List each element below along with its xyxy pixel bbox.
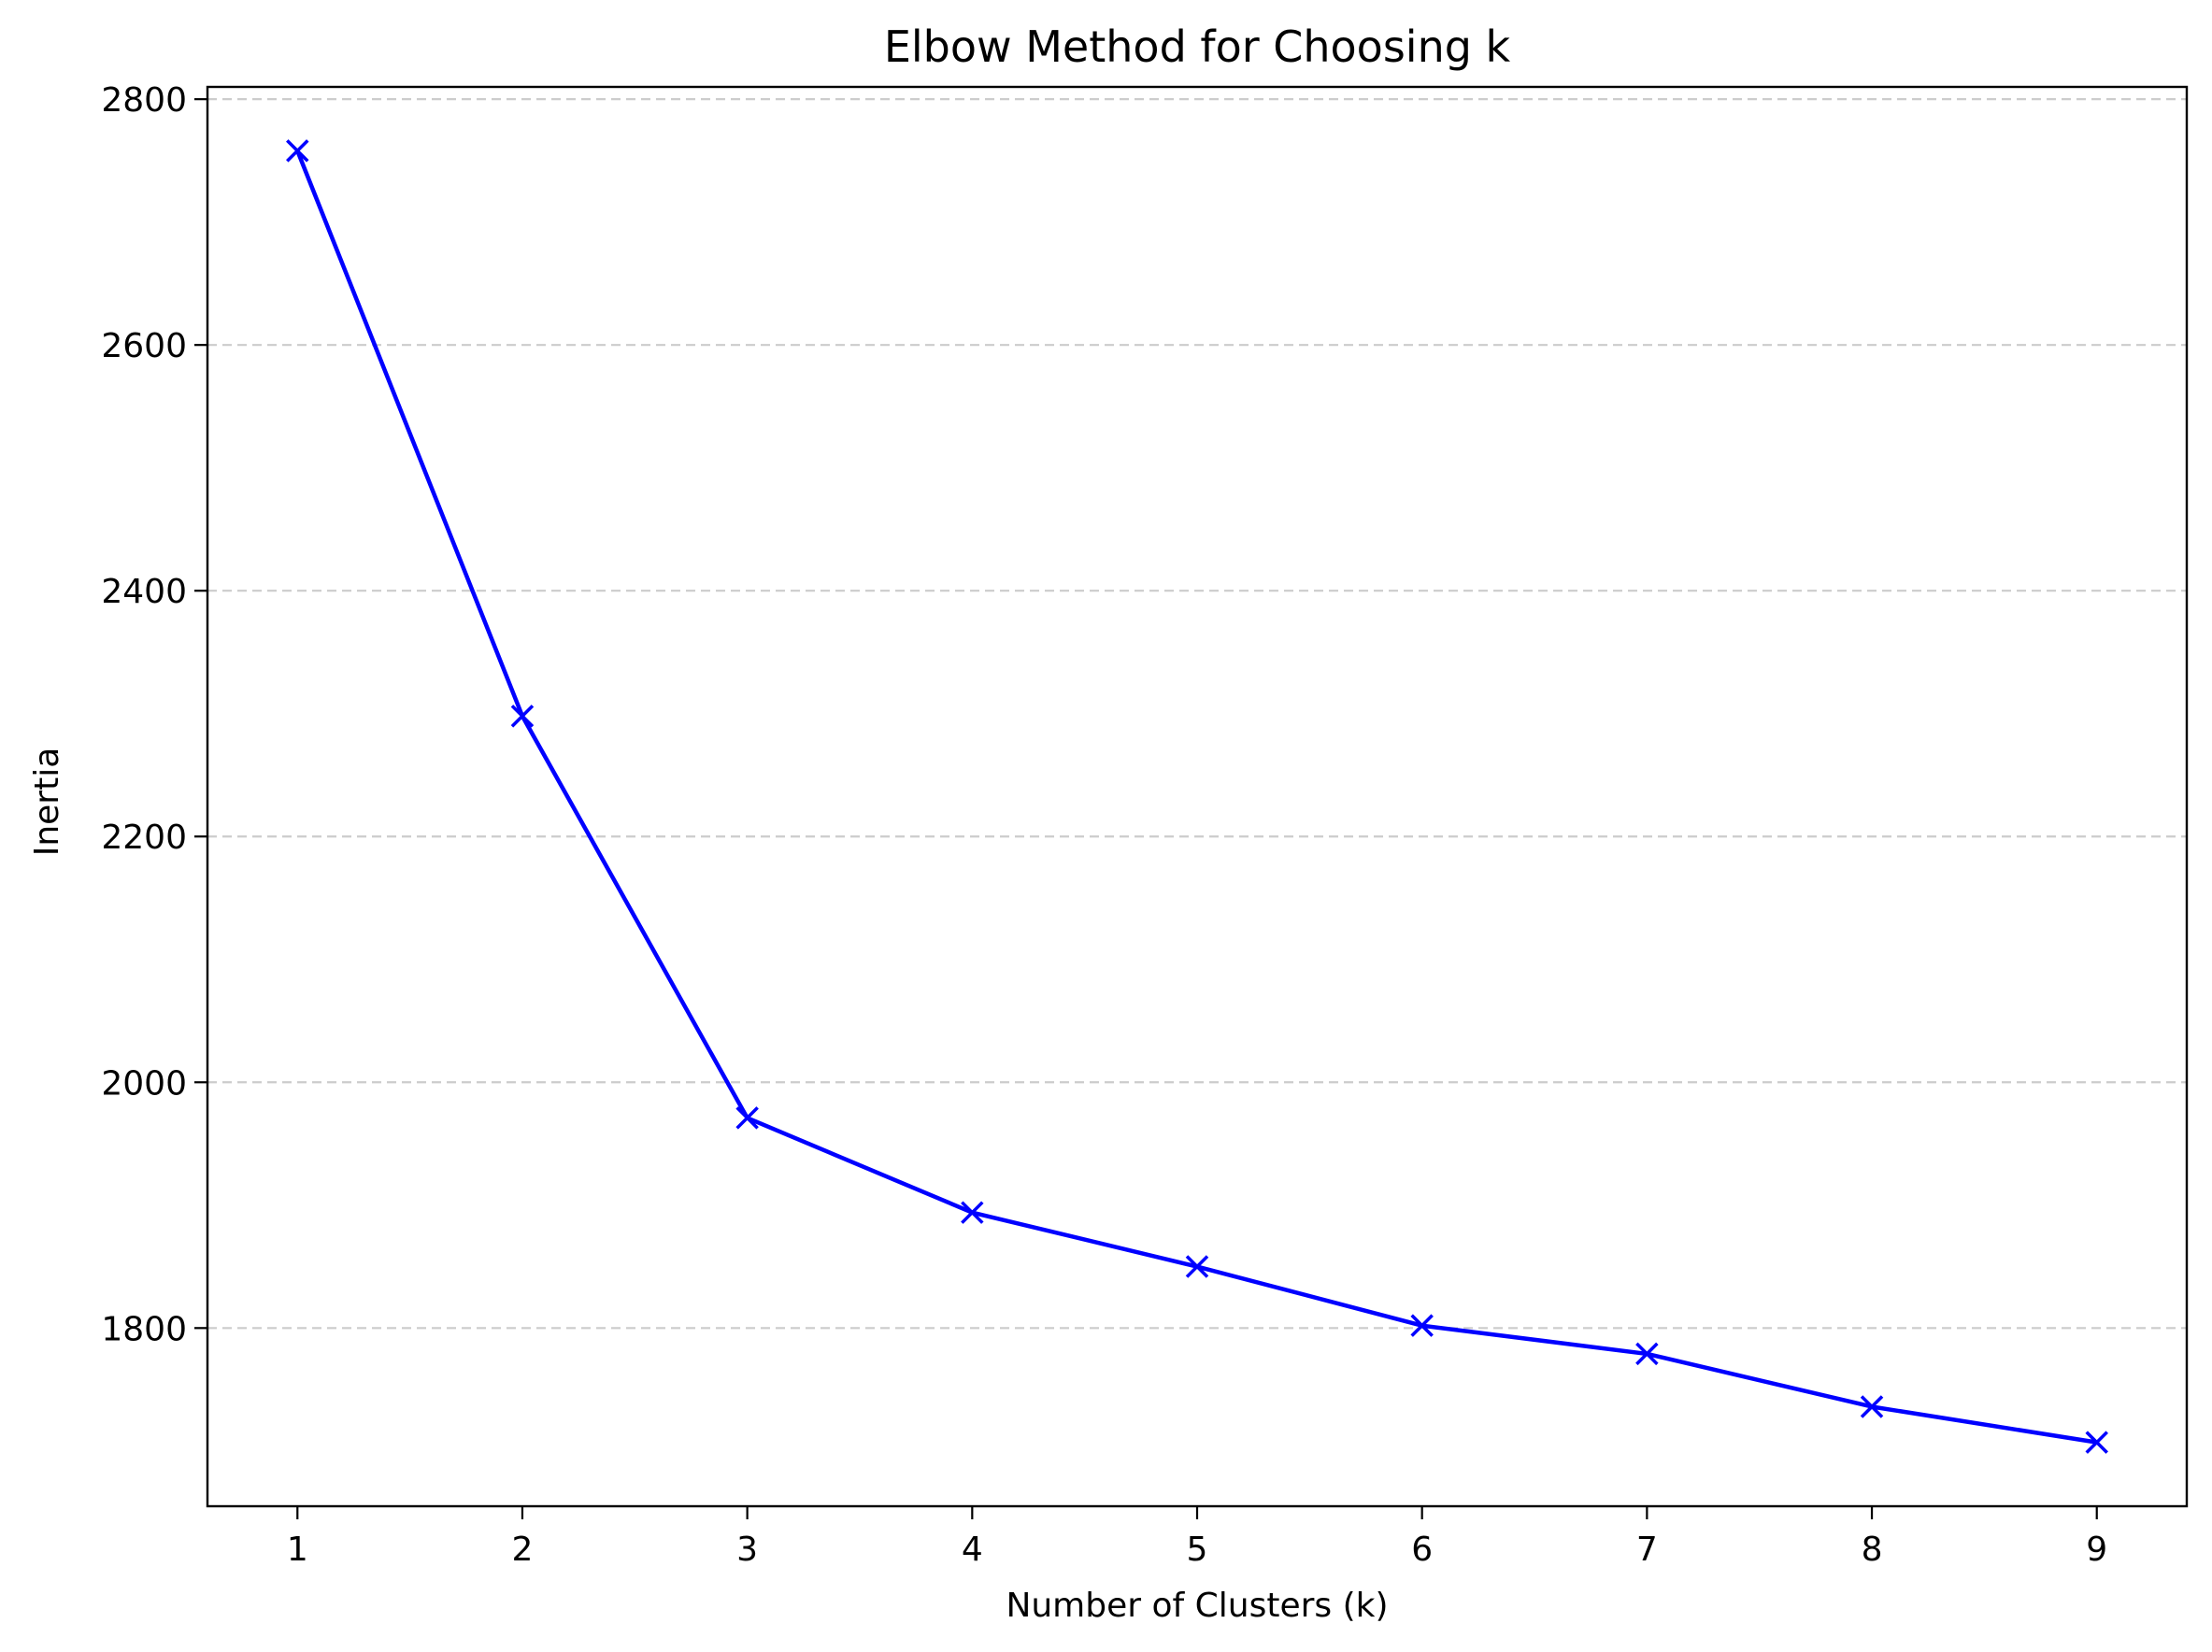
- x-tick-label: 2: [512, 1531, 534, 1569]
- data-layer: [286, 139, 2108, 1454]
- marker-stroke: [510, 705, 535, 728]
- marker-stroke: [286, 139, 309, 163]
- y-axis-label: Inertia: [28, 748, 66, 857]
- marker-stroke: [1185, 1255, 1209, 1278]
- x-tick-label: 3: [736, 1531, 758, 1569]
- plot-frame: [206, 85, 2189, 1508]
- marker-stroke: [961, 1201, 984, 1224]
- y-tick-label: 2400: [101, 573, 187, 611]
- data-point-marker: [286, 139, 309, 163]
- x-tick-label: 9: [2086, 1531, 2107, 1569]
- data-point-marker: [2085, 1431, 2108, 1454]
- data-point-marker: [1635, 1342, 1659, 1366]
- x-tick-label: 6: [1411, 1531, 1433, 1569]
- data-point-marker: [510, 705, 535, 728]
- y-tick-label: 2800: [101, 81, 187, 120]
- x-tick-label: 5: [1187, 1531, 1208, 1569]
- data-point-marker: [961, 1201, 984, 1224]
- chart-title: Elbow Method for Choosing k: [884, 21, 1511, 72]
- data-point-marker: [735, 1106, 759, 1130]
- grid-layer: [207, 98, 2187, 1330]
- marker-stroke: [1635, 1342, 1659, 1366]
- x-tick-label: 4: [962, 1531, 983, 1569]
- y-tick-label: 1800: [101, 1310, 187, 1348]
- data-point-marker: [1860, 1395, 1884, 1418]
- x-axis-label: Number of Clusters (k): [1006, 1587, 1388, 1625]
- x-tick-label: 7: [1636, 1531, 1658, 1569]
- x-tick-label: 1: [287, 1531, 308, 1569]
- data-point-marker: [1410, 1314, 1434, 1337]
- y-tick-label: 2000: [101, 1064, 187, 1103]
- marker-stroke: [735, 1106, 759, 1130]
- y-tick-label: 2600: [101, 327, 187, 365]
- y-tick-label: 2200: [101, 819, 187, 857]
- data-point-marker: [1185, 1255, 1209, 1278]
- marker-stroke: [2085, 1431, 2108, 1454]
- x-tick-label: 8: [1862, 1531, 1883, 1569]
- marker-stroke: [1410, 1314, 1434, 1337]
- axes-layer: 1800 2000 2200 2400 2600 2800 1 2 3 4 5 6 7 8 9: [101, 81, 2189, 1569]
- marker-stroke: [1860, 1395, 1884, 1418]
